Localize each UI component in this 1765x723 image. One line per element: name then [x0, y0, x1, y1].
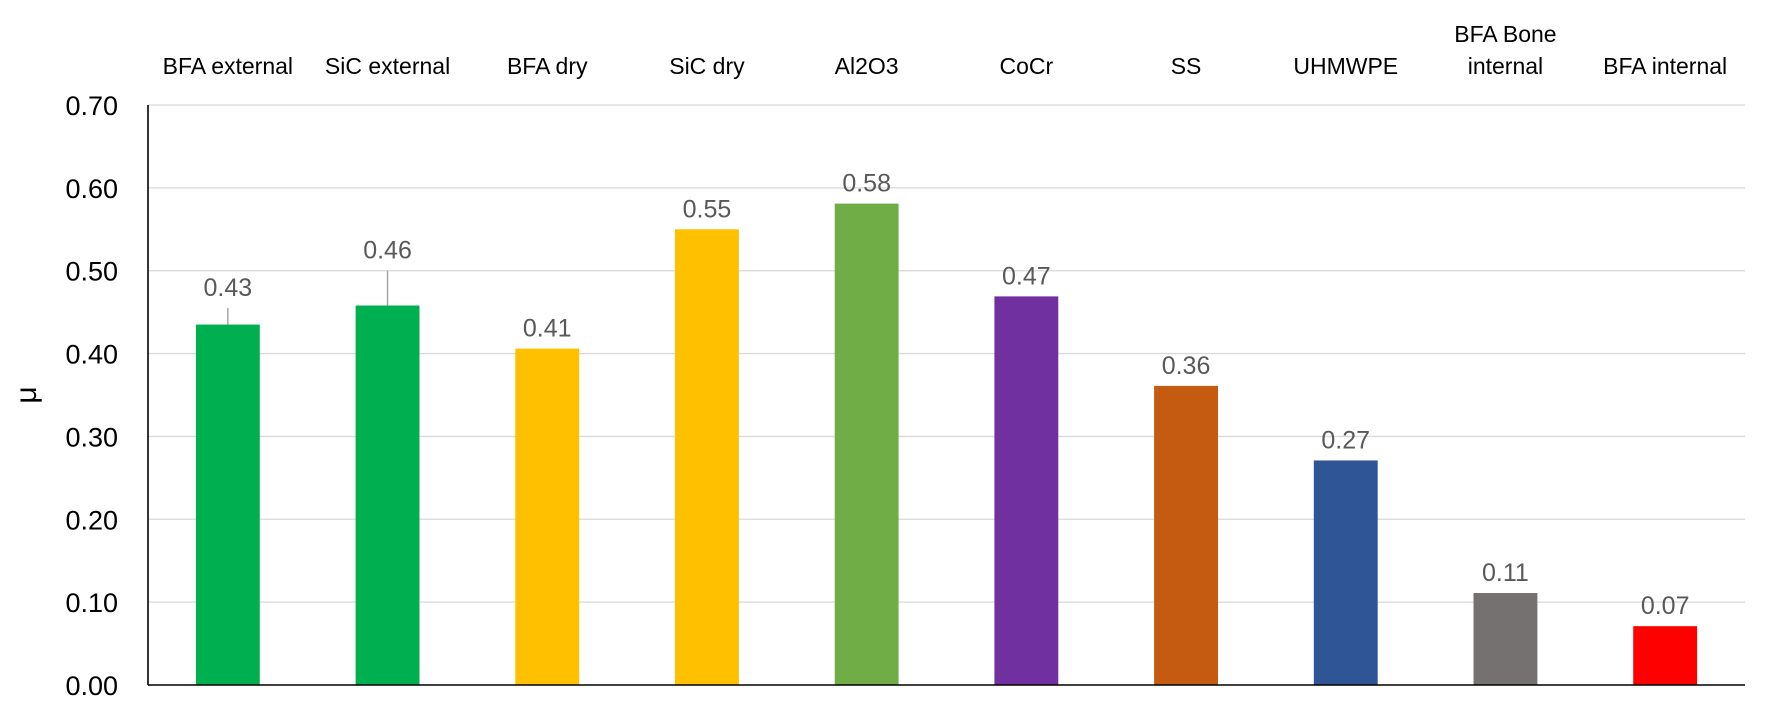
bar	[834, 203, 899, 685]
bar	[994, 296, 1059, 685]
category-label: SS	[1171, 53, 1202, 79]
y-tick-label: 0.40	[65, 340, 118, 370]
y-tick-label: 0.10	[65, 588, 118, 618]
category-label: CoCr	[1000, 53, 1054, 79]
bar	[1633, 626, 1698, 685]
category-labels: BFA external SiC external BFA dry SiC dry Al…	[163, 21, 1728, 79]
error-bars	[227, 270, 389, 325]
category-label: SiC dry	[669, 53, 745, 79]
bar	[1154, 385, 1218, 685]
data-label: 0.11	[1482, 559, 1529, 587]
data-label: 0.55	[683, 195, 732, 223]
y-axis-ticks: 0.00 0.10 0.20 0.30 0.40 0.50 0.60 0.70	[65, 91, 118, 701]
y-tick-label: 0.20	[65, 505, 118, 535]
data-label: 0.41	[523, 315, 572, 343]
data-labels: 0.43 0.46 0.41 0.55 0.58 0.47 0.36 0.27 0.11 0.07	[204, 170, 1690, 621]
data-label: 0.47	[1002, 262, 1051, 290]
data-label: 0.36	[1162, 352, 1211, 380]
axes	[147, 105, 1745, 686]
y-tick-label: 0.70	[65, 91, 118, 121]
y-tick-label: 0.30	[65, 422, 118, 452]
y-tick-label: 0.60	[65, 174, 118, 204]
data-label: 0.46	[363, 237, 412, 265]
category-label: SiC external	[325, 53, 450, 79]
category-label: BFA dry	[507, 53, 588, 79]
category-label: Al2O3	[835, 53, 899, 79]
category-label: BFA internal	[1603, 53, 1727, 79]
category-label: UHMWPE	[1293, 53, 1398, 79]
category-label: BFA external	[163, 53, 293, 79]
bar	[515, 348, 580, 685]
data-label: 0.27	[1321, 426, 1370, 454]
bars	[195, 203, 1698, 686]
y-tick-label: 0.00	[65, 671, 118, 701]
data-label: 0.43	[204, 274, 253, 302]
y-axis-title: μ	[10, 386, 43, 403]
bar	[1313, 460, 1378, 685]
bar	[355, 305, 420, 685]
bar	[1473, 593, 1538, 685]
y-tick-label: 0.50	[65, 257, 118, 287]
category-label: internal	[1468, 53, 1543, 79]
category-label: BFA Bone	[1454, 21, 1556, 47]
bar	[195, 324, 260, 685]
data-label: 0.58	[842, 170, 891, 198]
bar	[675, 229, 739, 686]
data-label: 0.07	[1641, 592, 1690, 620]
